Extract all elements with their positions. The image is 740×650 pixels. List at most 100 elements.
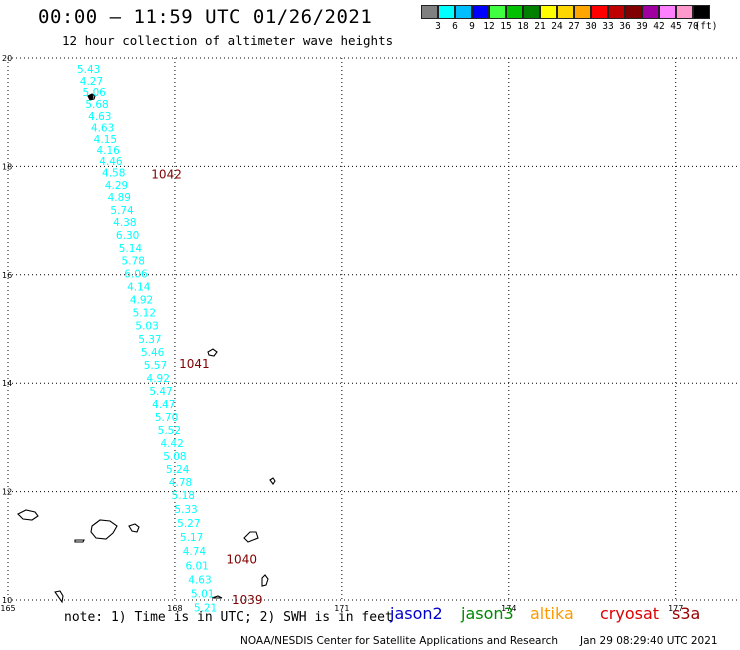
swh-value: 5.74 [110, 205, 134, 217]
lon-tick-label: 177 [668, 604, 683, 613]
swh-value: 5.18 [172, 490, 195, 502]
island-outline [90, 519, 118, 540]
island-outline [128, 523, 140, 533]
color-legend [421, 5, 710, 19]
swh-value: 4.29 [105, 180, 128, 192]
swh-value: 4.74 [183, 546, 207, 558]
swh-value: 4.63 [88, 111, 111, 123]
legend-swatch [506, 5, 523, 19]
legend-swatch [489, 5, 506, 19]
swh-value: 6.30 [116, 230, 139, 242]
generation-timestamp: Jan 29 08:29:40 UTC 2021 [580, 635, 718, 647]
swh-value: 4.92 [147, 373, 170, 385]
swh-value: 5.70 [155, 412, 178, 424]
legend-label: 70 [687, 21, 699, 32]
legend-swatch [608, 5, 625, 19]
swh-value: 5.37 [138, 334, 161, 346]
swh-value: 5.08 [163, 451, 186, 463]
legend-swatch [659, 5, 676, 19]
legend-label: 45 [670, 21, 682, 32]
legend-swatch [540, 5, 557, 19]
pressure-labels: 1042 1041 1040 1039 [151, 168, 262, 607]
swh-value: 4.63 [188, 574, 211, 586]
island-outline [207, 348, 218, 357]
satellite-jason3: jason3 [461, 604, 514, 623]
legend-label: 15 [500, 21, 512, 32]
axis-labels: 165 168 171 174 177 20 18 16 14 12 10 [0, 54, 683, 613]
lat-tick-label: 10 [2, 596, 12, 605]
lat-tick-label: 12 [2, 488, 12, 497]
satellite-jason2: jason2 [390, 604, 443, 623]
swh-value: 5.78 [122, 256, 145, 268]
pressure-label: 1039 [232, 593, 263, 607]
legend-swatch [455, 5, 472, 19]
lon-tick-label: 171 [334, 604, 349, 613]
swh-value: 4.38 [113, 217, 136, 229]
swh-value: 5.12 [133, 308, 156, 320]
legend-swatch [625, 5, 642, 19]
island-marker [88, 94, 94, 100]
legend-swatch [642, 5, 659, 19]
swh-value: 4.15 [94, 134, 117, 146]
island-outline [74, 539, 85, 543]
swh-value: 5.17 [180, 532, 203, 544]
island-outline [54, 590, 64, 604]
island-outline [87, 93, 96, 101]
footer-note: note: 1) Time is in UTC; 2) SWH is in fe… [64, 610, 393, 625]
island-outline [269, 477, 276, 485]
credit-text: NOAA/NESDIS Center for Satellite Applica… [240, 635, 558, 647]
swh-value: 5.52 [158, 425, 181, 437]
island-outline [211, 595, 223, 599]
swh-value: 5.24 [166, 464, 190, 476]
legend-label: 33 [602, 21, 614, 32]
swh-value: 4.47 [152, 399, 175, 411]
lon-tick-label: 168 [167, 604, 182, 613]
legend-swatch [693, 5, 710, 19]
swh-value: 5.03 [135, 321, 158, 333]
island-outline [243, 531, 259, 543]
satellite-s3a: s3a [672, 604, 701, 623]
coastlines [17, 93, 276, 604]
legend-swatch [574, 5, 591, 19]
legend-label: 24 [551, 21, 563, 32]
swh-value: 5.33 [174, 504, 197, 516]
legend-swatch [557, 5, 574, 19]
swh-value: 5.43 [77, 64, 100, 76]
legend-swatch [591, 5, 608, 19]
legend-label: 27 [568, 21, 580, 32]
pressure-label: 1041 [179, 357, 210, 371]
swh-value: 4.46 [99, 156, 123, 168]
swh-value: 4.27 [80, 76, 103, 88]
island-outline [261, 574, 269, 587]
color-legend-labels: 3 6 9 12 15 18 21 24 27 30 33 36 39 42 45 70 (ft) [421, 21, 740, 35]
swh-value: 5.14 [119, 243, 143, 255]
swh-value: 4.42 [160, 438, 183, 450]
legend-label: 42 [653, 21, 665, 32]
legend-label: 30 [585, 21, 597, 32]
island-outline [17, 509, 39, 521]
swh-value: 5.01 [191, 588, 214, 600]
legend-swatch [523, 5, 540, 19]
swh-value: 6.06 [124, 269, 148, 281]
legend-swatch [472, 5, 489, 19]
map-grid [7, 57, 740, 601]
swh-value: 5.27 [177, 518, 200, 530]
legend-label: 18 [517, 21, 529, 32]
pressure-label: 1040 [226, 552, 257, 566]
swh-value: 4.16 [96, 145, 120, 157]
lat-tick-label: 14 [2, 379, 12, 388]
swh-value: 4.63 [91, 122, 114, 134]
pressure-label: 1042 [151, 168, 182, 182]
legend-label: (ft) [694, 21, 718, 32]
legend-label: 39 [636, 21, 648, 32]
legend-label: 9 [469, 21, 475, 32]
swh-value: 4.92 [130, 295, 153, 307]
swh-value: 6.01 [185, 560, 208, 572]
lon-tick-label: 174 [501, 604, 516, 613]
legend-label: 6 [452, 21, 458, 32]
map-title: 00:00 – 11:59 UTC 01/26/2021 [38, 6, 373, 28]
swh-value: 4.14 [127, 282, 151, 294]
lat-tick-label: 16 [2, 271, 12, 280]
swh-value: 5.46 [141, 347, 165, 359]
